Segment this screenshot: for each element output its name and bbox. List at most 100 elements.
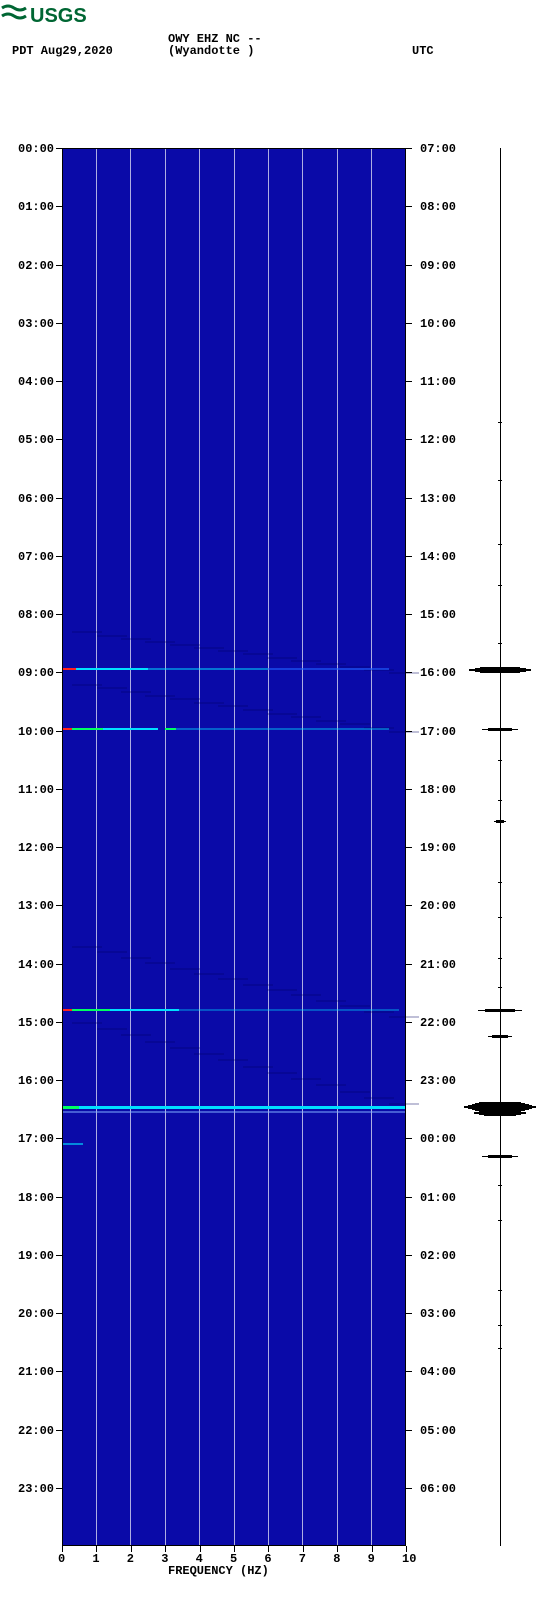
left-tick [56,1488,62,1489]
left-time-label: 04:00 [18,375,54,389]
left-time-label: 06:00 [18,492,54,506]
spec-gridline [96,148,97,1546]
left-tick [56,206,62,207]
spec-arc [267,657,297,659]
seis-dot [498,1325,502,1326]
header-right: UTC [412,44,434,58]
left-time-label: 10:00 [18,725,54,739]
spec-arc [97,635,127,637]
seis-dot [498,1348,502,1349]
seismogram-panel [460,148,540,1546]
spec-arc [389,1103,419,1105]
seis-dot [498,917,502,918]
spec-arc [340,1005,370,1007]
spec-arc [170,644,200,646]
spec-arc [291,994,321,996]
spec-arc [267,713,297,715]
spec-arc [340,723,370,725]
spec-arc [291,716,321,718]
left-time-label: 00:00 [18,142,54,156]
spec-arc [389,672,419,674]
x-tick-label: 6 [264,1552,271,1566]
spectrogram-plot: FREQUENCY (HZ) 01234567891000:0001:0002:… [0,62,552,1612]
spec-arc [194,702,224,704]
spec-arc [121,638,151,640]
left-time-label: 12:00 [18,841,54,855]
x-tick-label: 1 [92,1552,99,1566]
seis-dot [498,800,502,801]
x-axis-label: FREQUENCY (HZ) [168,1564,269,1578]
spec-arc [291,1078,321,1080]
spec-arc [340,1091,370,1093]
right-tick [406,1022,412,1023]
right-tick [406,556,412,557]
header-left: PDT Aug29,2020 [12,44,113,58]
station-line-2: (Wyandotte ) [168,44,254,58]
spec-arc [97,951,127,953]
seis-dot [498,422,502,423]
spec-arc [97,1028,127,1030]
right-time-label: 08:00 [420,200,456,214]
spec-event [62,668,76,670]
spec-arc [121,957,151,959]
left-tick [56,1080,62,1081]
x-tick-label: 9 [368,1552,375,1566]
right-time-label: 13:00 [420,492,456,506]
x-tick-label: 10 [402,1552,416,1566]
spec-event [148,668,268,670]
spec-arc [316,720,346,722]
right-time-label: 12:00 [420,433,456,447]
spec-arc [218,650,248,652]
right-time-label: 16:00 [420,666,456,680]
spec-event [176,728,389,730]
right-tick [406,1080,412,1081]
left-time-label: 14:00 [18,958,54,972]
right-time-label: 23:00 [420,1074,456,1088]
x-tick-label: 7 [299,1552,306,1566]
spec-arc [72,1022,102,1024]
right-time-label: 11:00 [420,375,456,389]
right-tick [406,265,412,266]
right-time-label: 06:00 [420,1482,456,1496]
spec-arc [316,1084,346,1086]
seis-event [492,1037,508,1038]
seis-dot [498,1290,502,1291]
seis-dot [498,882,502,883]
right-time-label: 03:00 [420,1307,456,1321]
left-tick [56,439,62,440]
spec-arc [316,1000,346,1002]
spec-event [103,728,158,730]
right-tick [406,614,412,615]
left-tick [56,498,62,499]
seis-centerline [500,148,501,1546]
left-time-label: 09:00 [18,666,54,680]
spec-event [62,1009,72,1011]
spec-event [79,1106,406,1109]
spec-event [110,1009,179,1011]
spec-arc [72,631,102,633]
right-tick [406,1488,412,1489]
logo-text: USGS [30,5,87,27]
seis-dot [498,958,502,959]
seis-event [485,1011,514,1012]
right-time-label: 05:00 [420,1424,456,1438]
spec-arc [170,968,200,970]
left-tick [56,731,62,732]
spec-arc [145,695,175,697]
spec-arc [145,962,175,964]
left-tick [56,964,62,965]
left-tick [56,1430,62,1431]
right-time-label: 15:00 [420,608,456,622]
left-time-label: 18:00 [18,1191,54,1205]
right-tick [406,964,412,965]
right-time-label: 22:00 [420,1016,456,1030]
right-time-label: 07:00 [420,142,456,156]
left-time-label: 11:00 [18,783,54,797]
seis-dot [498,1220,502,1221]
spec-arc [267,1072,297,1074]
usgs-logo: USGS [0,2,552,28]
left-tick [56,1371,62,1372]
x-tick-label: 0 [58,1552,65,1566]
spec-arc [218,705,248,707]
right-tick [406,847,412,848]
